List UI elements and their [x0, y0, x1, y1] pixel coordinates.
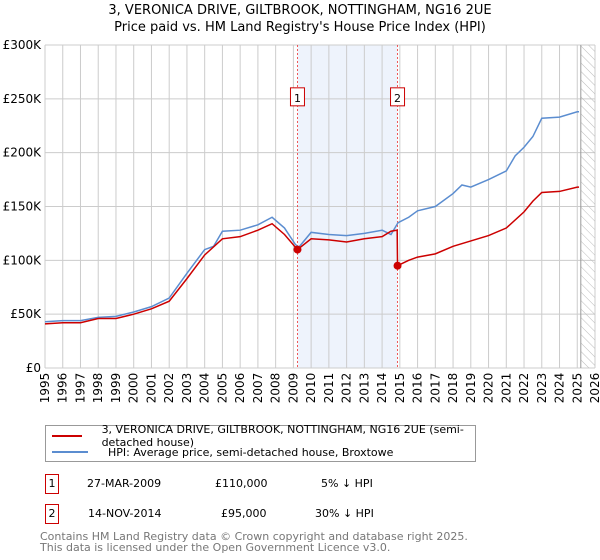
x-tick-label: 2000	[127, 373, 141, 404]
transaction-date: 14-NOV-2014	[88, 507, 162, 520]
transaction-price: £110,000	[215, 477, 268, 490]
y-tick-label: £100K	[3, 253, 43, 267]
sale-label: 1	[294, 92, 301, 105]
legend-swatch-hpi	[52, 451, 88, 453]
x-tick-label: 2018	[446, 373, 460, 404]
y-tick-label: £150K	[3, 200, 43, 214]
property-price-line	[44, 186, 580, 325]
x-tick-label: 2016	[411, 373, 425, 404]
y-tick-label: £200K	[3, 146, 43, 160]
transaction-marker: 1	[45, 474, 59, 494]
legend-label-hpi: HPI: Average price, semi-detached house,…	[108, 445, 394, 459]
x-tick-label: 2026	[588, 373, 600, 404]
sale-point	[393, 261, 402, 270]
plot-area: 1995 1996 1997 1998 1999 2000 2001 2002 2003 2004…	[3, 38, 600, 404]
x-tick-label: 2005	[215, 373, 229, 404]
forecast-hatch	[580, 45, 595, 368]
x-tick-label: 1999	[109, 373, 123, 404]
x-tick-label: 2020	[482, 373, 496, 404]
x-tick-label: 2013	[357, 373, 371, 404]
transaction-diff: 30% ↓ HPI	[315, 507, 374, 520]
legend: 3, VERONICA DRIVE, GILTBROOK, NOTTINGHAM…	[45, 423, 476, 462]
x-tick-label: 2006	[233, 373, 247, 404]
y-tick-label: £250K	[3, 92, 43, 106]
footer-licence: This data is licensed under the Open Gov…	[40, 541, 391, 554]
x-tick-label: 1995	[38, 373, 52, 404]
sale-label-box	[289, 87, 305, 107]
x-tick-label: 2007	[251, 373, 265, 404]
x-tick-label: 2022	[517, 373, 531, 404]
transaction-price: £95,000	[221, 507, 267, 520]
x-tick-label: 2010	[304, 373, 318, 404]
sale-label: 2	[394, 92, 401, 105]
x-tick-label: 2008	[269, 373, 283, 404]
x-tick-label: 2012	[340, 373, 354, 404]
chart-title: 3, VERONICA DRIVE, GILTBROOK, NOTTINGHAM…	[108, 3, 492, 18]
footer-copyright: Contains HM Land Registry data © Crown c…	[40, 530, 468, 543]
y-tick-label: £0	[26, 361, 41, 375]
x-tick-label: 1998	[91, 373, 105, 404]
x-tick-label: 1996	[56, 373, 70, 404]
x-tick-label: 1997	[73, 373, 87, 404]
legend-swatch-property	[52, 435, 82, 437]
x-tick-label: 2015	[393, 373, 407, 404]
x-tick-label: 2021	[499, 373, 513, 404]
transaction-marker: 2	[45, 504, 59, 524]
x-tick-label: 2019	[464, 373, 478, 404]
chart-subtitle: Price paid vs. HM Land Registry's House …	[114, 20, 486, 35]
x-tick-label: 2002	[162, 373, 176, 404]
legend-label-property: 3, VERONICA DRIVE, GILTBROOK, NOTTINGHAM…	[101, 423, 464, 449]
y-tick-label: £50K	[10, 307, 42, 321]
x-tick-label: 2001	[144, 373, 158, 404]
y-tick-label: £300K	[3, 38, 43, 52]
x-tick-label: 2004	[198, 373, 212, 404]
x-tick-label: 2009	[286, 373, 300, 404]
sale-label-box	[390, 87, 406, 107]
x-tick-label: 2024	[553, 373, 567, 404]
x-tick-label: 2003	[180, 373, 194, 404]
x-tick-label: 2023	[535, 373, 549, 404]
x-tick-label: 2011	[322, 373, 336, 404]
x-tick-label: 2025	[570, 373, 584, 404]
transaction-diff: 5% ↓ HPI	[321, 477, 373, 490]
transaction-date: 27-MAR-2009	[87, 477, 162, 490]
hpi-line	[44, 111, 580, 323]
sale-point	[293, 245, 302, 254]
x-tick-label: 2014	[375, 373, 389, 404]
x-tick-label: 2017	[428, 373, 442, 404]
